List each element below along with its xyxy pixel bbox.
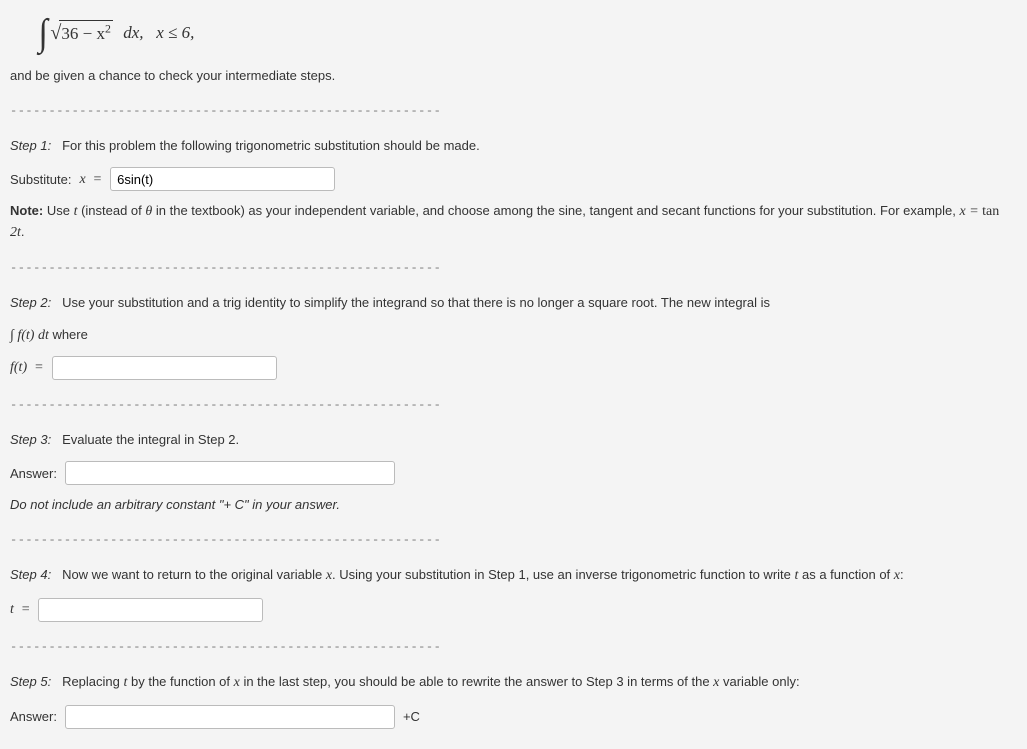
divider: ----------------------------------------… — [10, 259, 1017, 277]
step1-text — [55, 138, 62, 153]
step3-text: Evaluate the integral in Step 2. — [62, 432, 239, 447]
step3-hint: Do not include an arbitrary constant "+ … — [10, 495, 1017, 515]
integral-tail: dx, x ≤ 6, — [119, 20, 194, 46]
divider: ----------------------------------------… — [10, 638, 1017, 656]
step1-input[interactable] — [110, 167, 335, 191]
substitute-label: Substitute: — [10, 170, 71, 190]
note-bold: Note: — [10, 203, 43, 218]
step2-label: Step 2: — [10, 295, 51, 310]
step3-answer-label: Answer: — [10, 464, 57, 484]
plus-c: +C — [403, 707, 420, 727]
step2-text: Use your substitution and a trig identit… — [62, 295, 770, 310]
step1-line: Step 1: For this problem the following t… — [10, 136, 1017, 156]
step3-input[interactable] — [65, 461, 395, 485]
divider: ----------------------------------------… — [10, 396, 1017, 414]
step3-answer-row: Answer: — [10, 461, 1017, 485]
step5-input[interactable] — [65, 705, 395, 729]
step5-label: Step 5: — [10, 674, 51, 689]
divider: ----------------------------------------… — [10, 531, 1017, 549]
step1-note: Note: Use t (instead of θ in the textboo… — [10, 201, 1017, 243]
t-equals: t = — [10, 599, 30, 620]
step2-f-row: f(t) = — [10, 356, 1017, 380]
x-equals: x = — [79, 169, 102, 190]
step4-t-row: t = — [10, 598, 1017, 622]
step1-label: Step 1: — [10, 138, 51, 153]
step4-input[interactable] — [38, 598, 263, 622]
step1-substitute-row: Substitute: x = — [10, 167, 1017, 191]
step3-label: Step 3: — [10, 432, 51, 447]
step4-line: Step 4: Now we want to return to the ori… — [10, 565, 1017, 586]
integral-expression: ∫ √ 36 − x2 dx, x ≤ 6, — [10, 10, 1017, 66]
integral-sign: ∫ — [39, 18, 48, 48]
step2-integral-line: ∫ f(t) dt where — [10, 325, 1017, 346]
step2-input[interactable] — [52, 356, 277, 380]
f-equals: f(t) = — [10, 357, 44, 378]
step2-line: Step 2: Use your substitution and a trig… — [10, 293, 1017, 313]
divider: ----------------------------------------… — [10, 102, 1017, 120]
step4-label: Step 4: — [10, 567, 51, 582]
step3-line: Step 3: Evaluate the integral in Step 2. — [10, 430, 1017, 450]
step5-answer-row: Answer: +C — [10, 705, 1017, 729]
step5-line: Step 5: Replacing t by the function of x… — [10, 672, 1017, 693]
intro-text: and be given a chance to check your inte… — [10, 66, 1017, 86]
step5-answer-label: Answer: — [10, 707, 57, 727]
sqrt-expression: √ 36 − x2 — [50, 18, 113, 48]
